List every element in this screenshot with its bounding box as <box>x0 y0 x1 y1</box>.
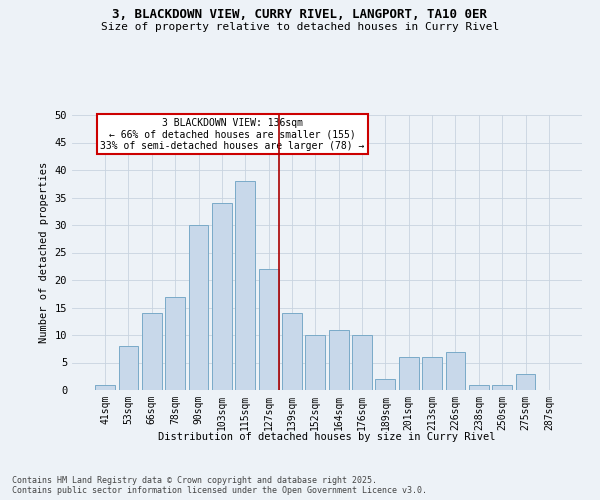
Bar <box>212 203 232 390</box>
Bar <box>142 313 162 390</box>
Bar <box>422 357 442 390</box>
Bar <box>119 346 139 390</box>
Bar <box>352 335 372 390</box>
Bar <box>329 330 349 390</box>
Bar <box>515 374 535 390</box>
Bar <box>188 225 208 390</box>
Text: Contains HM Land Registry data © Crown copyright and database right 2025.
Contai: Contains HM Land Registry data © Crown c… <box>12 476 427 495</box>
Bar <box>259 269 278 390</box>
Bar <box>469 384 489 390</box>
Y-axis label: Number of detached properties: Number of detached properties <box>39 162 49 343</box>
Bar <box>305 335 325 390</box>
Bar <box>282 313 302 390</box>
Bar <box>376 379 395 390</box>
Text: 3, BLACKDOWN VIEW, CURRY RIVEL, LANGPORT, TA10 0ER: 3, BLACKDOWN VIEW, CURRY RIVEL, LANGPORT… <box>113 8 487 20</box>
Bar <box>446 352 466 390</box>
Text: Distribution of detached houses by size in Curry Rivel: Distribution of detached houses by size … <box>158 432 496 442</box>
Text: Size of property relative to detached houses in Curry Rivel: Size of property relative to detached ho… <box>101 22 499 32</box>
Bar <box>95 384 115 390</box>
Bar <box>165 296 185 390</box>
Text: 3 BLACKDOWN VIEW: 136sqm
← 66% of detached houses are smaller (155)
33% of semi-: 3 BLACKDOWN VIEW: 136sqm ← 66% of detach… <box>100 118 365 151</box>
Bar <box>235 181 255 390</box>
Bar <box>399 357 419 390</box>
Bar <box>492 384 512 390</box>
